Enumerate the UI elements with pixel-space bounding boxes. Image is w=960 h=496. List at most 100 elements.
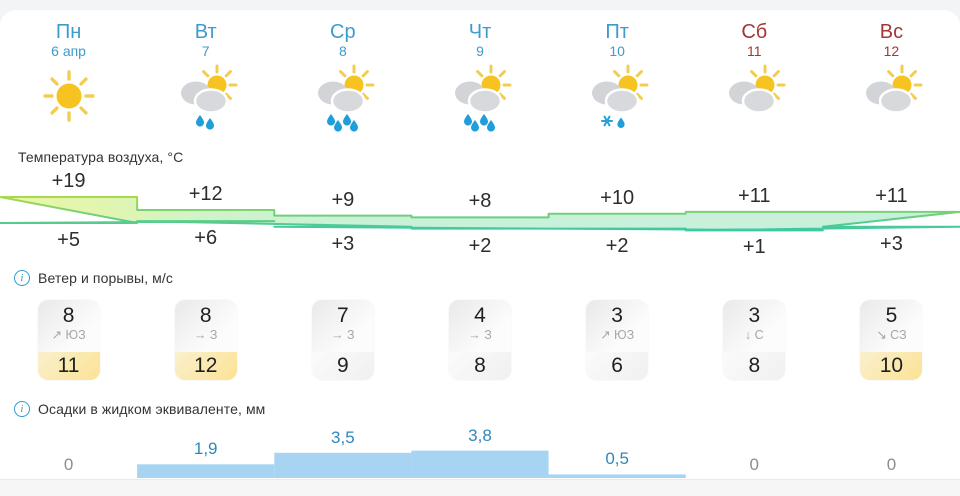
temp-max-label: +10 xyxy=(557,187,677,209)
wind-card[interactable]: 8 → З 12 xyxy=(175,300,237,380)
temp-max-label: +12 xyxy=(146,183,266,205)
day-column-header[interactable]: Ср8 xyxy=(283,21,403,60)
precip-zero-label: 0 xyxy=(694,455,814,474)
wind-section-header: i Ветер и порывы, м/с xyxy=(14,270,173,286)
temp-max-label: +11 xyxy=(694,185,814,207)
wind-cards-row: 8 ↗ ЮЗ 11 8 → З 12 7 → З 9 4 → З 8 3 ↗ Ю… xyxy=(0,300,960,380)
precip-zero-label: 0 xyxy=(9,455,129,474)
temp-min-label: +6 xyxy=(146,227,266,249)
day-date: 12 xyxy=(831,43,951,60)
wind-speed-value: 8 xyxy=(63,304,75,328)
day-name: Пн xyxy=(9,21,129,43)
temp-max-label: +9 xyxy=(283,189,403,211)
day-name: Ср xyxy=(283,21,403,43)
footer-strip xyxy=(0,479,960,496)
wind-speed-value: 7 xyxy=(337,304,349,328)
wind-gust-value: 11 xyxy=(38,352,100,380)
wind-direction-arrow-icon: ↓ xyxy=(745,328,751,342)
weather-icons-row xyxy=(0,64,960,136)
wind-gust-value: 8 xyxy=(723,352,785,380)
days-header-row: Пн6 апр Вт7 Ср8 Чт9 Пт10 Сб11 Вс12 xyxy=(0,21,960,61)
wind-card[interactable]: 8 ↗ ЮЗ 11 xyxy=(38,300,100,380)
wind-card-top: 3 ↓ С xyxy=(723,300,785,352)
cloud-sun-icon xyxy=(857,64,925,132)
wind-direction: ↘ СЗ xyxy=(876,328,906,343)
day-name: Чт xyxy=(420,21,540,43)
day-date: 11 xyxy=(694,43,814,60)
day-column-header[interactable]: Вт7 xyxy=(146,21,266,60)
temp-max-label: +19 xyxy=(9,170,129,192)
wind-card-top: 8 → З xyxy=(175,300,237,352)
wind-gust-value: 9 xyxy=(312,352,374,380)
temp-min-label: +3 xyxy=(831,233,951,255)
day-column-header[interactable]: Чт9 xyxy=(420,21,540,60)
wind-gust-value: 10 xyxy=(860,352,922,380)
precip-zero-label: 0 xyxy=(831,455,951,474)
wind-card[interactable]: 4 → З 8 xyxy=(449,300,511,380)
wind-card[interactable]: 5 ↘ СЗ 10 xyxy=(860,300,922,380)
wind-gust-value: 6 xyxy=(586,352,648,380)
cloud-sun-rain-4-icon xyxy=(309,64,377,132)
wind-card-top: 4 → З xyxy=(449,300,511,352)
day-column-header[interactable]: Вс12 xyxy=(831,21,951,60)
cloud-sun-rain-2-icon xyxy=(172,64,240,132)
day-name: Пт xyxy=(557,21,677,43)
wind-card[interactable]: 3 ↗ ЮЗ 6 xyxy=(586,300,648,380)
temp-max-label: +8 xyxy=(420,190,540,212)
wind-section-label: Ветер и порывы, м/с xyxy=(38,270,173,286)
cloud-sun-rain-4-icon xyxy=(446,64,514,132)
weather-forecast-widget: Пн6 апрВт7Ср8Чт9Пт10Сб11Вс12 Температура… xyxy=(0,0,960,496)
wind-direction-arrow-icon: ↗ xyxy=(51,328,61,342)
day-name: Вс xyxy=(831,21,951,43)
day-date: 7 xyxy=(146,43,266,60)
cloud-sun-sleet-icon xyxy=(583,64,651,132)
day-date: 6 апр xyxy=(9,43,129,60)
wind-direction: ↓ С xyxy=(745,328,764,343)
sun-icon xyxy=(35,64,103,132)
precipitation-section-label: Осадки в жидком эквиваленте, мм xyxy=(38,401,265,417)
day-date: 10 xyxy=(557,43,677,60)
wind-direction: → З xyxy=(194,328,218,343)
day-column-header[interactable]: Пт10 xyxy=(557,21,677,60)
cloud-sun-icon xyxy=(720,64,788,132)
wind-speed-value: 3 xyxy=(748,304,760,328)
temp-min-label: +5 xyxy=(9,229,129,251)
wind-direction: → З xyxy=(331,328,355,343)
day-column-header[interactable]: Пн6 апр xyxy=(9,21,129,60)
day-date: 9 xyxy=(420,43,540,60)
wind-direction-arrow-icon: ↘ xyxy=(876,328,886,342)
wind-direction: → З xyxy=(468,328,492,343)
wind-speed-value: 8 xyxy=(200,304,212,328)
wind-gust-value: 8 xyxy=(449,352,511,380)
wind-direction-arrow-icon: → xyxy=(194,328,207,342)
wind-speed-value: 3 xyxy=(611,304,623,328)
wind-gust-value: 12 xyxy=(175,352,237,380)
wind-card-top: 5 ↘ СЗ xyxy=(860,300,922,352)
wind-card-top: 8 ↗ ЮЗ xyxy=(38,300,100,352)
temp-max-label: +11 xyxy=(831,185,951,207)
wind-direction: ↗ ЮЗ xyxy=(51,328,85,343)
day-name: Вт xyxy=(146,21,266,43)
day-column-header[interactable]: Сб11 xyxy=(694,21,814,60)
wind-direction-arrow-icon: ↗ xyxy=(600,328,610,342)
wind-direction: ↗ ЮЗ xyxy=(600,328,634,343)
wind-card-top: 3 ↗ ЮЗ xyxy=(586,300,648,352)
temperature-section-label: Температура воздуха, °C xyxy=(18,149,183,165)
wind-card-top: 7 → З xyxy=(312,300,374,352)
temp-min-label: +3 xyxy=(283,233,403,255)
precip-value-label: 3,5 xyxy=(283,428,403,447)
day-name: Сб xyxy=(694,21,814,43)
wind-speed-value: 5 xyxy=(886,304,898,328)
precip-value-label: 3,8 xyxy=(420,426,540,445)
precipitation-section-header: i Осадки в жидком эквиваленте, мм xyxy=(14,401,265,417)
precip-value-label: 0,5 xyxy=(557,449,677,468)
wind-card[interactable]: 7 → З 9 xyxy=(312,300,374,380)
info-icon[interactable]: i xyxy=(14,401,30,417)
wind-direction-arrow-icon: → xyxy=(468,328,481,342)
temp-min-label: +1 xyxy=(694,236,814,258)
info-icon[interactable]: i xyxy=(14,270,30,286)
wind-card[interactable]: 3 ↓ С 8 xyxy=(723,300,785,380)
day-date: 8 xyxy=(283,43,403,60)
precip-value-label: 1,9 xyxy=(146,439,266,458)
wind-direction-arrow-icon: → xyxy=(331,328,344,342)
